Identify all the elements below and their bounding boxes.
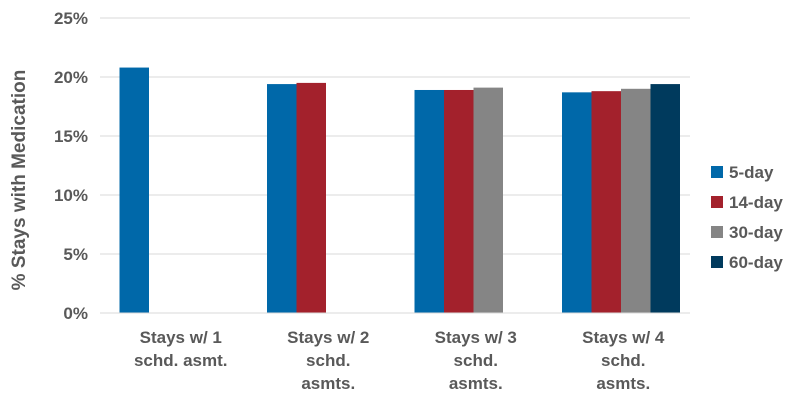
bar-30-day-4 — [621, 88, 651, 313]
legend-label: 60-day — [729, 253, 783, 272]
legend-swatch — [711, 196, 723, 208]
y-tick-label: 10% — [54, 186, 88, 205]
legend-label: 30-day — [729, 223, 783, 242]
category-label: schd. — [306, 351, 350, 370]
bar-5-day-4 — [562, 92, 592, 313]
bar-5-day-1 — [119, 67, 149, 313]
category-label: schd. — [454, 351, 498, 370]
bar-60-day-4 — [650, 84, 680, 313]
y-tick-label: 20% — [54, 68, 88, 87]
legend-swatch — [711, 256, 723, 268]
bar-14-day-2 — [296, 82, 326, 314]
legend-label: 5-day — [729, 163, 774, 182]
bar-5-day-3 — [414, 89, 444, 313]
bar-30-day-3 — [473, 87, 503, 314]
category-label: Stays w/ 1 — [140, 328, 222, 347]
bar-14-day-3 — [444, 89, 474, 313]
y-axis-label: % Stays with Medication — [9, 70, 30, 291]
y-tick-label: 0% — [63, 304, 88, 323]
category-label: Stays w/ 4 — [582, 328, 665, 347]
y-axis-ticks: 0% 5% 10% 15% 20% 25% — [54, 9, 88, 323]
category-label: schd. asmt. — [134, 351, 228, 370]
category-label: Stays w/ 3 — [435, 328, 517, 347]
bar-5-day-2 — [267, 84, 297, 313]
category-label: schd. — [601, 351, 645, 370]
y-tick-label: 5% — [63, 245, 88, 264]
bar-14-day-4 — [591, 91, 621, 313]
legend-swatch — [711, 226, 723, 238]
legend-swatch — [711, 166, 723, 178]
x-axis-categories: Stays w/ 1 schd. asmt. Stays w/ 2 schd. asmt… — [134, 328, 665, 393]
y-tick-label: 15% — [54, 127, 88, 146]
category-label: asmts. — [301, 374, 355, 393]
category-label: asmts. — [449, 374, 503, 393]
y-tick-label: 25% — [54, 9, 88, 28]
bars — [119, 67, 680, 314]
legend: 5-day 14-day 30-day 60-day — [711, 163, 783, 272]
category-label: asmts. — [596, 374, 650, 393]
legend-label: 14-day — [729, 193, 783, 212]
category-label: Stays w/ 2 — [287, 328, 369, 347]
